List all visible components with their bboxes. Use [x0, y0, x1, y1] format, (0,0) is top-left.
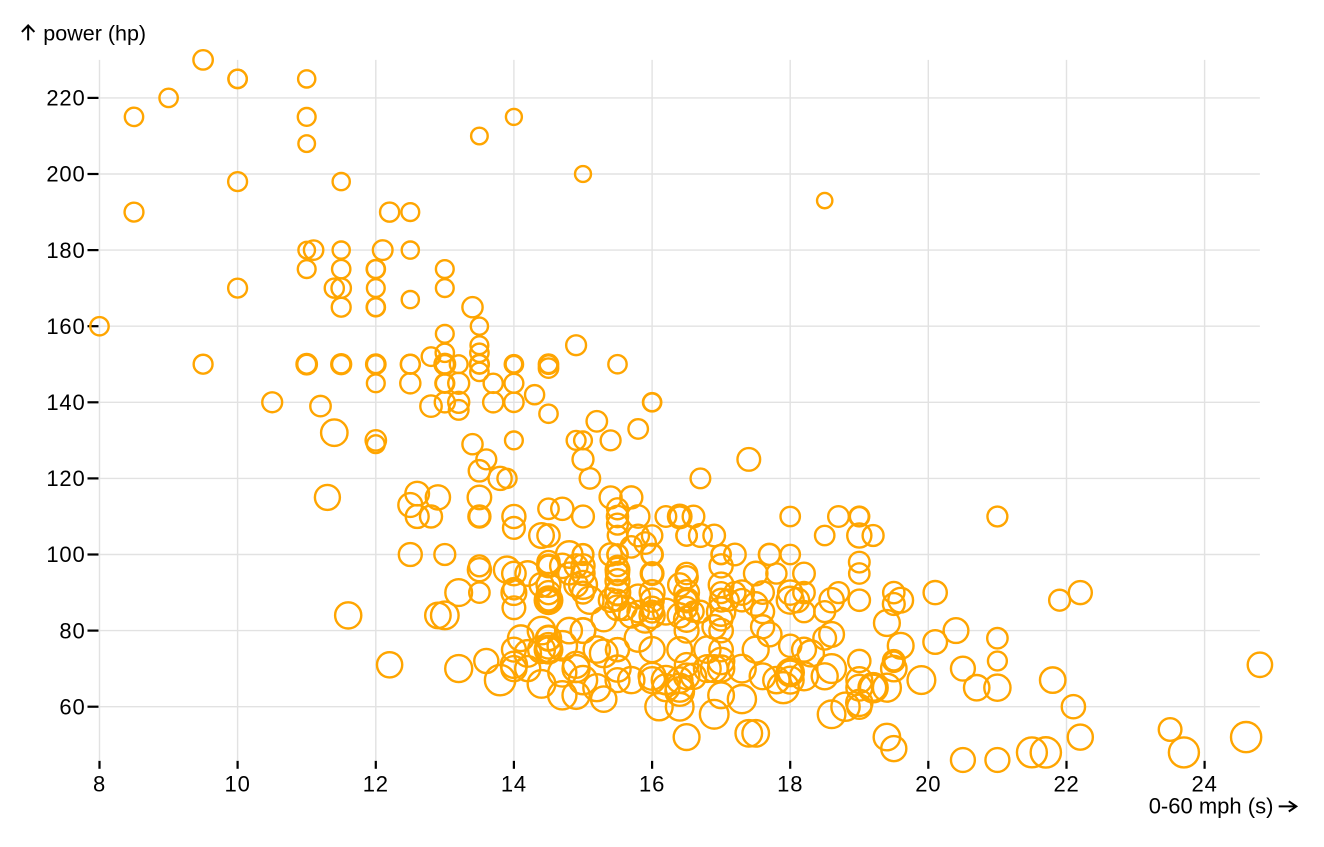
svg-text:120: 120: [46, 466, 85, 491]
svg-text:14: 14: [501, 772, 527, 797]
svg-text:22: 22: [1053, 772, 1079, 797]
svg-text:16: 16: [639, 772, 665, 797]
svg-text:140: 140: [46, 390, 85, 415]
svg-text:180: 180: [46, 238, 85, 263]
svg-text:20: 20: [915, 772, 941, 797]
svg-text:220: 220: [46, 86, 85, 111]
svg-text:10: 10: [225, 772, 251, 797]
svg-text:100: 100: [46, 542, 85, 567]
svg-text:60: 60: [59, 694, 85, 719]
svg-text:12: 12: [363, 772, 389, 797]
svg-text:200: 200: [46, 162, 85, 187]
svg-text:160: 160: [46, 314, 85, 339]
svg-text:24: 24: [1192, 772, 1218, 797]
svg-text:0-60 mph (s): 0-60 mph (s): [1149, 793, 1274, 818]
svg-text:18: 18: [777, 772, 803, 797]
svg-text:8: 8: [93, 772, 106, 797]
svg-text:power (hp): power (hp): [43, 21, 146, 45]
svg-text:80: 80: [59, 618, 85, 643]
